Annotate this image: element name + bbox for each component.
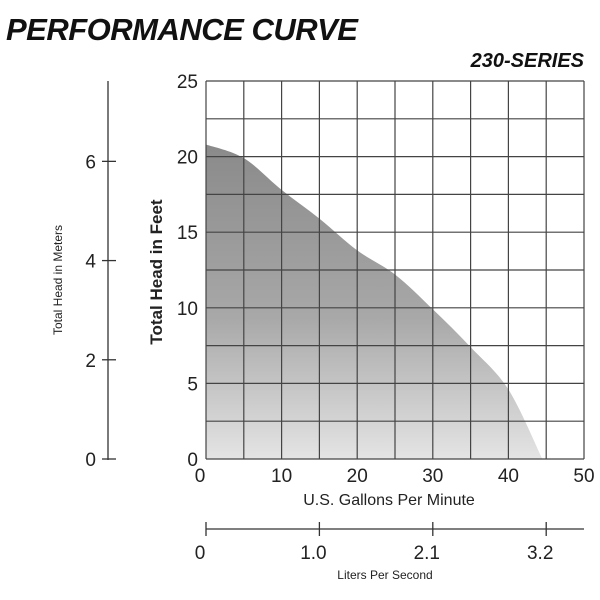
y-tick-label: 25 [177, 72, 198, 93]
y-tick-label: 10 [177, 299, 198, 320]
y-tick-label: 5 [187, 374, 198, 395]
x-tick-label: 20 [347, 466, 368, 487]
y-tick-label: 20 [177, 148, 198, 169]
liters-tick-label: 2.1 [414, 543, 440, 564]
meters-tick-label: 2 [85, 351, 96, 372]
x-tick-label: 50 [573, 466, 594, 487]
meters-tick-label: 0 [85, 450, 96, 471]
performance-curve-area [206, 144, 543, 459]
meters-tick-label: 6 [85, 152, 96, 173]
liters-axis-label: Liters Per Second [337, 568, 432, 582]
x-tick-label: 40 [498, 466, 519, 487]
liters-tick-label: 0 [195, 543, 206, 564]
meters-tick-label: 4 [85, 252, 96, 273]
chart-subtitle: 230-SERIES [470, 50, 584, 72]
meters-axis-label: Total Head in Meters [51, 225, 65, 335]
x-tick-label: 10 [271, 466, 292, 487]
x-origin-label: 0 [195, 466, 206, 487]
liters-tick-label: 1.0 [300, 543, 326, 564]
x-tick-label: 30 [422, 466, 443, 487]
y-tick-label: 15 [177, 223, 198, 244]
y-axis-label: Total Head in Feet [147, 199, 166, 344]
liters-tick-label: 3.2 [527, 543, 553, 564]
chart-title: PERFORMANCE CURVE [6, 12, 358, 47]
x-axis-label: U.S. Gallons Per Minute [303, 492, 475, 509]
y-tick-label: 0 [187, 450, 198, 471]
